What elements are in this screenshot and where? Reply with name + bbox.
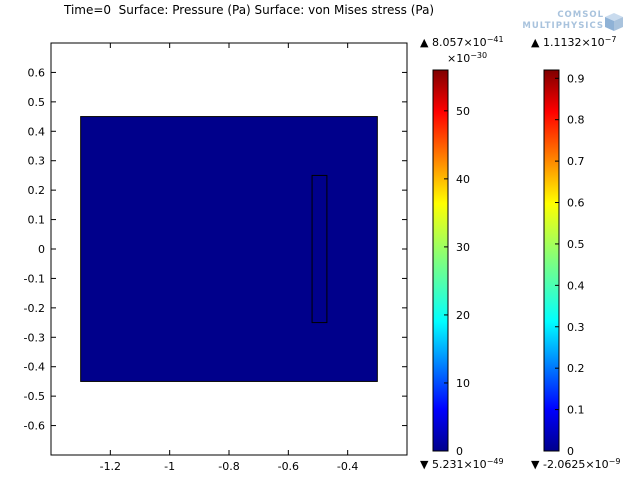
- colorbar-max-label: ▲ 8.057×10−41: [420, 35, 504, 49]
- colorbar-tick-label: 40: [456, 173, 470, 186]
- plot-title: Time=0 Surface: Pressure (Pa) Surface: v…: [64, 3, 435, 17]
- colorbar-tick-label: 0.5: [567, 238, 585, 251]
- y-tick-label: 0.4: [28, 125, 46, 138]
- colorbar-tick-label: 0.7: [567, 155, 585, 168]
- colorbar-tick-label: 0: [456, 445, 463, 458]
- colorbar-tick-label: 0.4: [567, 279, 585, 292]
- colorbar-tick-label: 0.9: [567, 72, 585, 85]
- y-tick-label: 0: [38, 243, 45, 256]
- comsol-logo: COMSOL MULTIPHYSICS: [510, 10, 626, 34]
- y-tick-label: -0.2: [24, 302, 45, 315]
- up-triangle-icon: ▲: [531, 36, 540, 49]
- colorbar-tick-label: 0.3: [567, 321, 585, 334]
- y-tick-label: -0.5: [24, 390, 45, 403]
- colorbar-tick-label: 20: [456, 309, 470, 322]
- colorbar-multiplier: ×10−30: [447, 51, 488, 65]
- colorbar-tick-label: 0.8: [567, 114, 585, 127]
- colorbar-tick-label: 50: [456, 105, 470, 118]
- colorbar-max-label: ▲ 1.1132×10−7: [531, 35, 617, 49]
- down-triangle-icon: ▼: [531, 458, 540, 471]
- colorbar-von-mises: [543, 69, 560, 452]
- down-triangle-icon: ▼: [420, 458, 429, 471]
- y-tick-label: 0.5: [28, 96, 46, 109]
- colorbar-tick-label: 10: [456, 377, 470, 390]
- logo-line2: MULTIPHYSICS: [522, 21, 604, 31]
- y-tick-label: 0.3: [28, 155, 46, 168]
- x-tick-label: -1: [164, 460, 175, 473]
- colorbar-tick-label: 0: [567, 445, 574, 458]
- y-tick-label: -0.6: [24, 420, 45, 433]
- y-tick-label: -0.1: [24, 272, 45, 285]
- colorbar-tick-label: 0.6: [567, 197, 585, 210]
- y-tick-label: 0.6: [28, 66, 46, 79]
- region-solid-plate: [311, 174, 328, 324]
- colorbar-min-label: ▼ -2.0625×10−9: [531, 457, 621, 471]
- colorbar-min-label: ▼ 5.231×10−49: [420, 457, 504, 471]
- up-triangle-icon: ▲: [420, 36, 429, 49]
- x-tick-label: -0.8: [218, 460, 239, 473]
- colorbar-pressure: [432, 69, 449, 452]
- region-fluid-domain: [80, 116, 378, 382]
- logo-line1: COMSOL: [557, 10, 604, 20]
- colorbar-tick-label: 0.2: [567, 362, 585, 375]
- colorbars: 0 10 20 30 40 50 0 0.1 0.2 0.3 0.4 0.5 0.6 0.7 0.8 0.9: [432, 69, 585, 458]
- colorbar-tick-label: 30: [456, 241, 470, 254]
- plot-area: -1.2 -1 -0.8 -0.6 -0.4 0.6 0.5 0.4 0.3 0.2 0.1 0 -0.…: [24, 42, 408, 473]
- x-tick-label: -0.4: [337, 460, 358, 473]
- y-tick-label: 0.2: [28, 184, 46, 197]
- colorbar-tick-label: 0.1: [567, 404, 585, 417]
- y-tick-label: 0.1: [28, 214, 46, 227]
- y-tick-label: -0.4: [24, 361, 45, 374]
- y-tick-label: -0.3: [24, 331, 45, 344]
- cube-logo-icon: [605, 13, 623, 31]
- x-tick-label: -1.2: [100, 460, 121, 473]
- x-tick-label: -0.6: [278, 460, 299, 473]
